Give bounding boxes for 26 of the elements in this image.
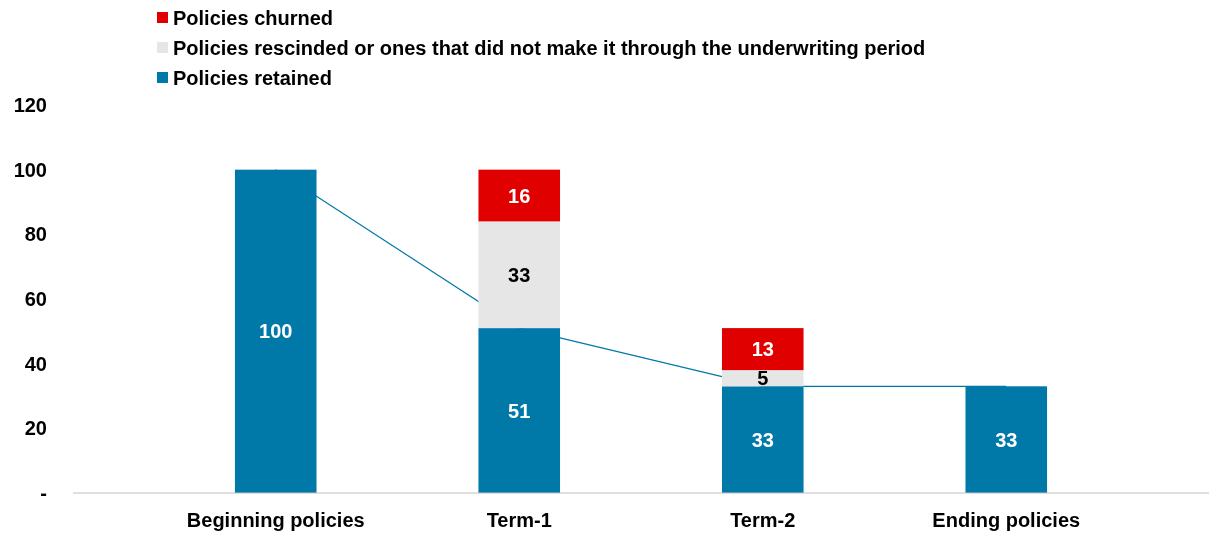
y-tick-label: 100 <box>13 158 47 181</box>
bar <box>478 169 561 222</box>
x-tick-label: Beginning policies <box>186 509 365 531</box>
data-label: 13 <box>751 338 774 361</box>
data-label: 100 <box>259 320 293 343</box>
data-label: 33 <box>508 263 531 286</box>
legend-label: Policies retained <box>173 67 332 89</box>
legend-label: Policies churned <box>173 7 334 29</box>
x-tick-label: Term-2 <box>730 509 796 531</box>
legend-label: Policies rescinded or ones that did not make it through the underwriting period <box>173 37 926 59</box>
data-label: 51 <box>508 399 531 422</box>
y-tick-label: - <box>40 482 47 504</box>
bar <box>721 370 804 387</box>
bar <box>721 328 804 371</box>
bar <box>478 221 561 329</box>
y-tick-label: 60 <box>24 288 47 310</box>
data-label: 5 <box>757 367 769 390</box>
data-label: 33 <box>995 428 1018 451</box>
x-tick-label: Term-1 <box>486 509 552 531</box>
x-tick-label: Ending policies <box>932 509 1081 531</box>
data-label: 33 <box>751 428 774 451</box>
data-label: 16 <box>508 184 531 207</box>
y-tick-label: 120 <box>13 94 47 116</box>
y-tick-label: 40 <box>24 352 47 375</box>
y-tick-label: 20 <box>24 417 47 440</box>
y-tick-label: 80 <box>24 223 47 246</box>
